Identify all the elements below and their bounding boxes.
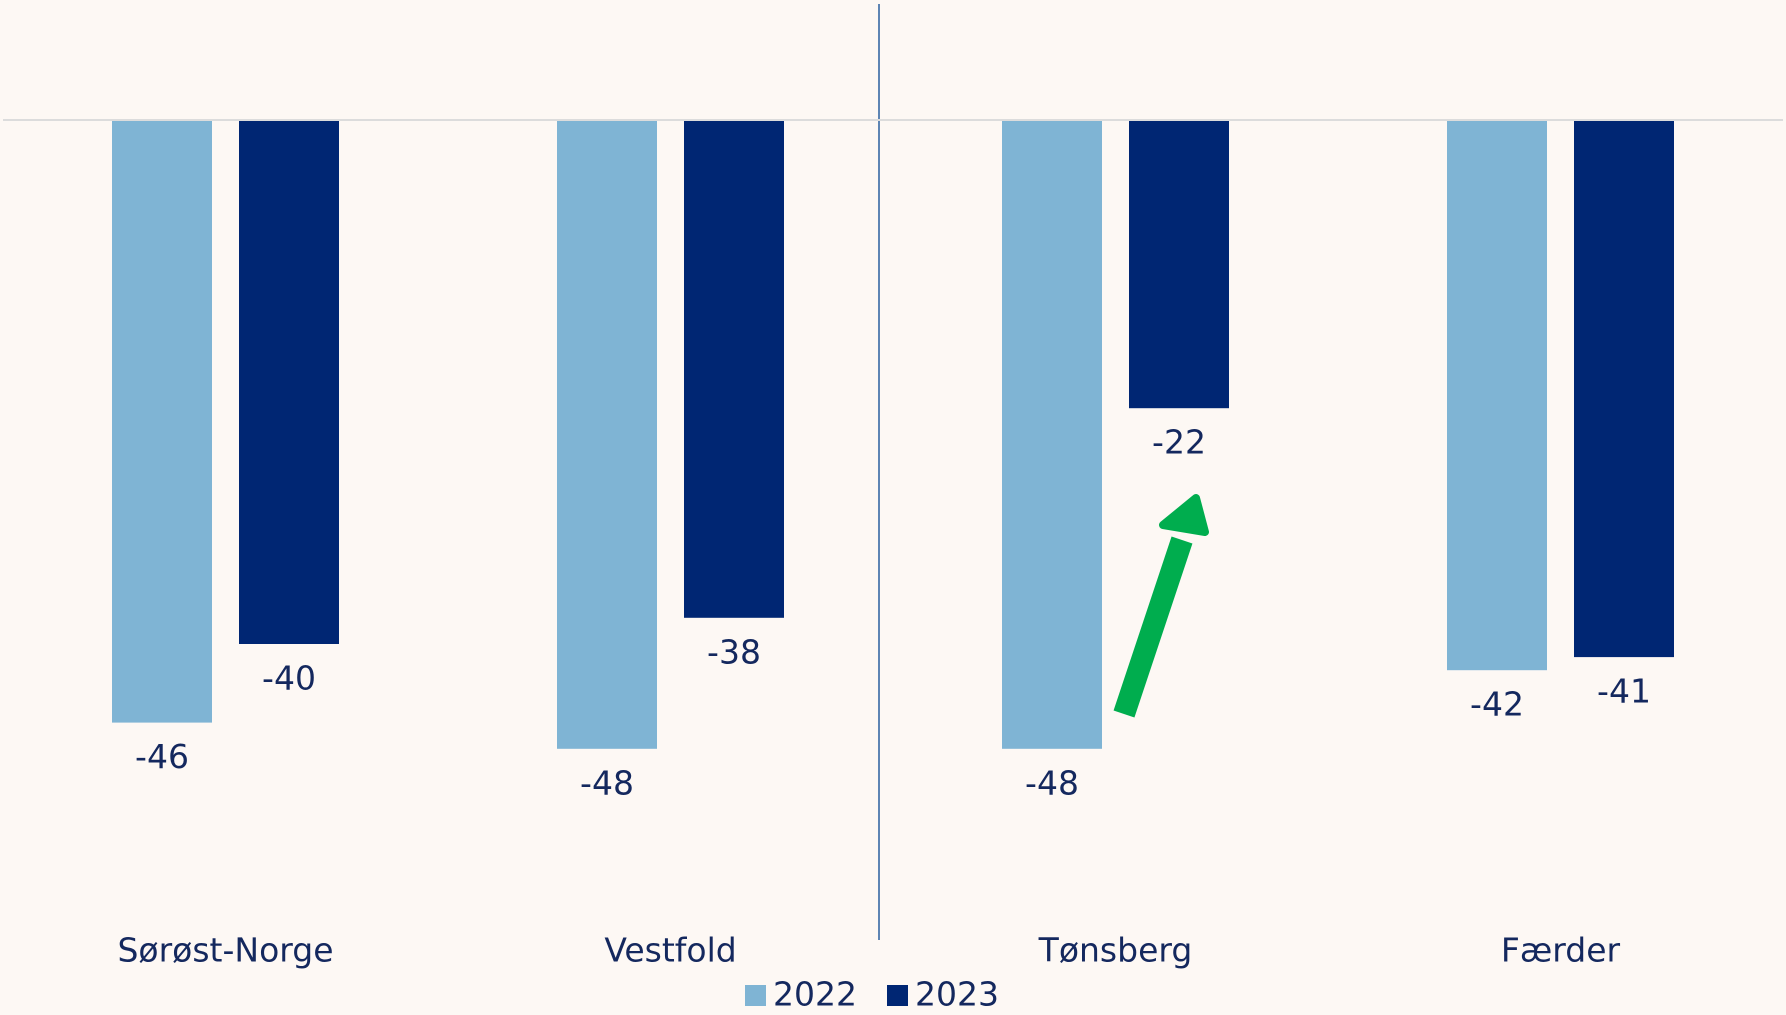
data-label: -38 (707, 632, 761, 671)
data-label: -40 (262, 659, 316, 698)
data-label: -46 (135, 737, 189, 776)
x-tick-label: Vestfold (604, 931, 736, 970)
arrow-head (1159, 494, 1209, 536)
bar (684, 120, 784, 618)
data-label: -48 (580, 763, 634, 802)
bar (557, 120, 657, 749)
arrow (1113, 494, 1209, 718)
bar (1574, 120, 1674, 658)
legend-swatch (887, 985, 908, 1006)
x-tick-label: Færder (1501, 931, 1621, 970)
bar (1129, 120, 1229, 409)
bar (239, 120, 339, 644)
data-label: -42 (1470, 685, 1524, 724)
x-tick-label: Sørøst-Norge (117, 931, 333, 970)
legend-label: 2023 (915, 975, 999, 1014)
bar (1447, 120, 1547, 671)
data-label: -48 (1025, 763, 1079, 802)
legend-label: 2022 (773, 975, 857, 1014)
data-label: -41 (1597, 672, 1651, 711)
bar (1002, 120, 1102, 749)
arrow-shaft (1113, 536, 1193, 718)
x-tick-label: Tønsberg (1038, 931, 1193, 970)
bar (112, 120, 212, 723)
legend-swatch (745, 985, 766, 1006)
data-label: -22 (1152, 423, 1206, 462)
